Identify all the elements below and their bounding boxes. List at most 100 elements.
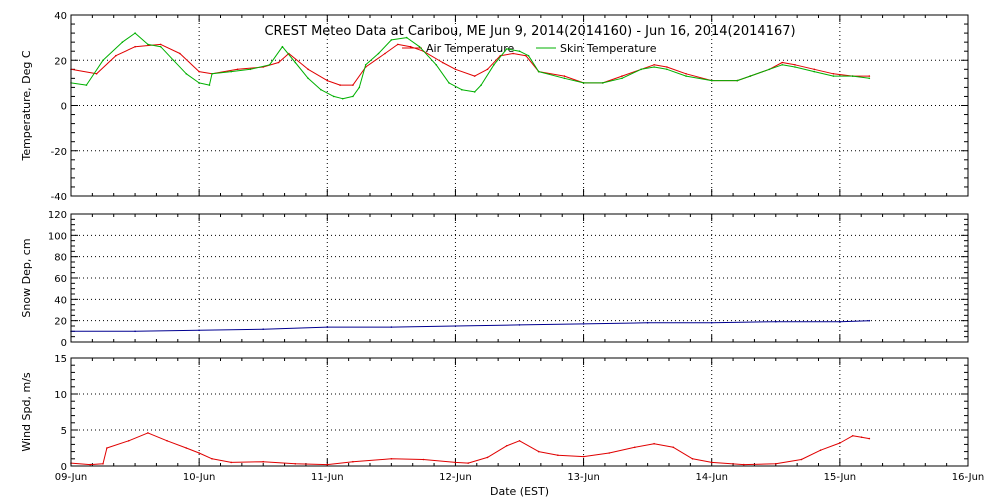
- series-skin-temperature-point: [159, 45, 162, 48]
- y-axis-title: Temperature, Deg C: [20, 50, 33, 161]
- x-tick-label: 10-Jun: [183, 472, 216, 483]
- series-wind-speed-point: [537, 450, 540, 453]
- series-air-temperature-point: [666, 66, 668, 68]
- series-air-temperature-point: [115, 54, 117, 57]
- series-air-temperature-point: [397, 43, 399, 46]
- series-skin-temperature-point: [527, 54, 530, 57]
- series-wind-speed-point: [557, 454, 559, 457]
- series-skin-temperature-point: [851, 75, 854, 77]
- series-skin-temperature-point: [480, 84, 482, 86]
- series-wind-speed-point: [127, 440, 130, 442]
- series-skin-temperature-line: [70, 32, 870, 100]
- series-wind-speed-point: [294, 463, 297, 465]
- y-tick-label: 40: [54, 295, 67, 306]
- series-wind-speed-point: [352, 460, 354, 463]
- series-skin-temperature-point: [768, 68, 771, 71]
- series-skin-temperature-point: [710, 79, 713, 82]
- series-skin-temperature-point: [653, 66, 655, 68]
- series-air-temperature-point: [179, 52, 181, 55]
- series-skin-temperature-point: [208, 84, 211, 86]
- series-wind-speed-point: [839, 442, 841, 444]
- series-skin-temperature-point: [640, 68, 642, 71]
- series-wind-speed-point: [102, 463, 104, 465]
- x-tick-label: 09-Jun: [55, 472, 88, 483]
- series-skin-temperature-point: [563, 77, 566, 80]
- series-air-temperature-point: [277, 61, 280, 64]
- series-skin-temperature-point: [294, 61, 297, 64]
- series-wind-speed-point: [743, 463, 745, 466]
- series-air-temperature-point: [134, 45, 136, 48]
- y-tick-label: 0: [61, 338, 67, 349]
- series-air-temperature-point: [409, 45, 412, 48]
- series-skin-temperature-point: [448, 82, 450, 84]
- series-wind-speed-point: [467, 462, 470, 464]
- series-air-temperature-point: [512, 52, 514, 55]
- series-skin-temperature-point: [364, 64, 367, 66]
- chart-title: CREST Meteo Data at Caribou, ME Jun 9, 2…: [264, 24, 795, 39]
- series-skin-temperature-point: [390, 39, 393, 41]
- series-wind-speed-point: [608, 452, 610, 454]
- x-axis-title: Date (EST): [490, 485, 549, 498]
- y-tick-label: -20: [51, 147, 67, 158]
- series-snow-depth-point: [134, 330, 136, 333]
- series-skin-temperature-point: [518, 50, 521, 52]
- series-air-temperature-point: [794, 64, 796, 66]
- series-wind-speed-point: [653, 442, 655, 445]
- series-wind-speed-point: [819, 449, 822, 452]
- y-tick-label: 120: [48, 210, 67, 221]
- series-wind-speed-point: [800, 458, 803, 461]
- series-skin-temperature-point: [147, 43, 149, 46]
- x-tick-label: 12-Jun: [439, 472, 472, 483]
- series-air-temperature-point: [486, 68, 489, 71]
- series-skin-temperature-point: [832, 75, 835, 77]
- series-skin-temperature-point: [813, 70, 815, 73]
- series-skin-temperature-point: [418, 45, 421, 48]
- series-wind-speed-point: [198, 452, 200, 454]
- series-air-temperature-point: [352, 84, 354, 86]
- series-skin-temperature-point: [320, 88, 322, 91]
- series-skin-temperature-point: [685, 75, 687, 77]
- series-air-temperature-point: [653, 64, 655, 66]
- panel-1: -40 -20 0 20 40 Temperature, Deg C: [20, 11, 969, 203]
- series-wind-speed-point: [422, 458, 425, 461]
- y-tick-label: 60: [54, 274, 67, 285]
- series-skin-temperature-point: [134, 32, 136, 34]
- series-air-temperature-point: [621, 75, 623, 77]
- series-snow-depth-point: [582, 323, 585, 325]
- series-skin-temperature-point: [358, 86, 361, 89]
- series-wind-speed-point: [518, 440, 521, 442]
- series-air-temperature-point: [95, 73, 98, 75]
- series-wind-speed-point: [326, 463, 329, 466]
- series-air-temperature-point: [326, 79, 329, 82]
- y-tick-label: 40: [54, 11, 67, 22]
- series-skin-temperature-point: [211, 73, 213, 75]
- series-skin-temperature-point: [121, 41, 124, 43]
- y-tick-label: 5: [61, 426, 67, 437]
- panel-frame: [70, 357, 969, 467]
- series-wind-speed-point: [211, 458, 213, 460]
- x-tick-label: 14-Jun: [695, 472, 728, 483]
- series-skin-temperature-point: [307, 77, 309, 80]
- x-tick-label: 16-Jun: [952, 472, 985, 483]
- series-wind-speed-point: [860, 436, 863, 439]
- series-air-temperature-point: [307, 68, 309, 71]
- series-skin-temperature-point: [749, 75, 751, 77]
- series-wind-speed-point: [147, 432, 149, 434]
- series-wind-speed-line: [70, 432, 870, 466]
- series-skin-temperature-point: [473, 91, 476, 93]
- series-wind-speed-point: [230, 461, 232, 464]
- series-wind-speed-point: [89, 463, 91, 466]
- series-wind-speed-point: [505, 445, 508, 447]
- series-wind-speed-point: [775, 463, 777, 465]
- panel-2: 0 20 40 60 80 100 120 Snow Dep, cm: [20, 210, 969, 349]
- series-skin-temperature-point: [461, 88, 463, 91]
- y-tick-label: 20: [54, 317, 67, 328]
- series-wind-speed-point: [390, 458, 393, 460]
- series-air-temperature-point: [454, 68, 457, 71]
- series-skin-temperature-point: [172, 59, 175, 62]
- series-air-temperature-point: [441, 61, 444, 64]
- series-skin-temperature-point: [794, 66, 796, 68]
- series-wind-speed-point: [454, 461, 457, 464]
- series-air-temperature-point: [832, 73, 835, 75]
